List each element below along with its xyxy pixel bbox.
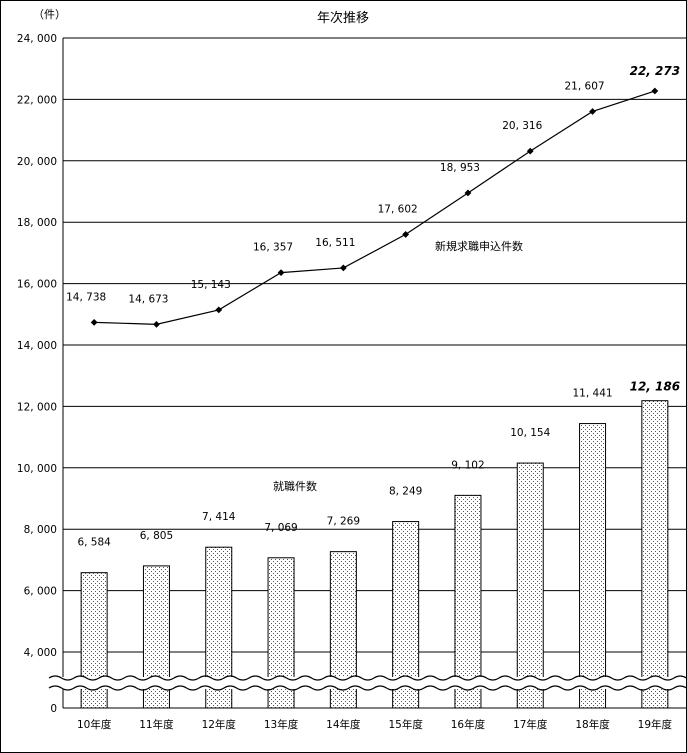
bar bbox=[392, 521, 420, 709]
bar-data-label: 7, 069 bbox=[264, 522, 297, 534]
labels: 6, 584 6, 805 7, 414 7, 069 7, 269 8, 249 9, 1… bbox=[66, 64, 680, 549]
line-data-label: 20, 316 bbox=[502, 120, 542, 132]
x-tick-label: 11年度 bbox=[139, 718, 174, 731]
bar bbox=[516, 462, 544, 709]
y-tick-label: 14, 000 bbox=[17, 340, 57, 352]
x-tick-label: 15年度 bbox=[388, 718, 423, 731]
line-point bbox=[526, 147, 534, 155]
bar-data-label: 7, 269 bbox=[327, 516, 360, 528]
bar-data-label: 8, 249 bbox=[389, 486, 422, 498]
y-tick-label: 4, 000 bbox=[24, 647, 57, 659]
x-tick-label: 12年度 bbox=[202, 718, 237, 731]
bar-data-label: 10, 154 bbox=[510, 427, 550, 439]
bar-data-label: 12, 186 bbox=[630, 380, 680, 394]
line-data-label: 22, 273 bbox=[630, 64, 680, 78]
axis-break-wave bbox=[48, 675, 686, 681]
series-line bbox=[94, 90, 656, 325]
y-tick-label: 22, 000 bbox=[17, 94, 57, 106]
x-tick-label: 17年度 bbox=[513, 718, 548, 731]
line-point bbox=[402, 231, 410, 238]
axis-break bbox=[1, 675, 686, 691]
line-point bbox=[215, 306, 223, 314]
x-tick-label: 18年度 bbox=[575, 718, 610, 731]
y-tick-label: 0 bbox=[50, 703, 57, 715]
line-point bbox=[589, 108, 596, 115]
y-tick-label: 24, 000 bbox=[17, 33, 57, 45]
line-data-label: 16, 357 bbox=[253, 242, 293, 254]
x-tick-label: 10年度 bbox=[77, 718, 112, 731]
x-tick-label: 19年度 bbox=[638, 718, 673, 731]
unit-label: （件） bbox=[33, 8, 66, 21]
x-tick-label: 16年度 bbox=[451, 718, 486, 731]
y-tick-label: 8, 000 bbox=[24, 524, 57, 536]
bar-data-label: 6, 805 bbox=[140, 530, 173, 542]
line-point bbox=[90, 318, 98, 326]
line-data-label: 14, 738 bbox=[66, 291, 106, 303]
line-data-label: 21, 607 bbox=[565, 80, 605, 92]
y-tick-label: 10, 000 bbox=[17, 463, 57, 475]
line-data-label: 18, 953 bbox=[440, 162, 480, 174]
line-point bbox=[153, 320, 160, 328]
axis-break-wave bbox=[48, 685, 686, 691]
line-point bbox=[339, 264, 347, 272]
line-point bbox=[464, 189, 472, 197]
axis-break-band bbox=[1, 677, 686, 689]
bar-data-label: 7, 414 bbox=[202, 511, 236, 523]
line-series bbox=[90, 87, 659, 328]
line-data-label: 15, 143 bbox=[191, 279, 231, 291]
line-point bbox=[277, 269, 285, 277]
y-tick-label: 12, 000 bbox=[17, 401, 57, 413]
bar-data-label: 6, 584 bbox=[77, 537, 111, 549]
line-data-label: 17, 602 bbox=[378, 203, 418, 215]
bar bbox=[641, 400, 669, 709]
line-series-name: 新規求職申込件数 bbox=[435, 239, 523, 253]
bar bbox=[579, 423, 607, 709]
x-tick-label: 14年度 bbox=[326, 718, 361, 731]
bar bbox=[454, 494, 482, 709]
line-data-label: 14, 673 bbox=[128, 293, 168, 305]
bar-series-name: 就職件数 bbox=[273, 479, 317, 493]
line-point bbox=[651, 87, 659, 95]
bar-data-label: 9, 102 bbox=[451, 459, 484, 471]
x-tick-label: 13年度 bbox=[264, 718, 299, 731]
bar-series bbox=[80, 400, 669, 709]
y-tick-label: 16, 000 bbox=[17, 279, 57, 291]
y-tick-label: 18, 000 bbox=[17, 217, 57, 229]
y-tick-label: 20, 000 bbox=[17, 156, 57, 168]
chart-title: 年次推移 bbox=[317, 10, 369, 26]
y-tick-label: 6, 000 bbox=[24, 586, 57, 598]
bar-data-label: 11, 441 bbox=[573, 388, 613, 400]
line-data-label: 16, 511 bbox=[315, 237, 355, 249]
